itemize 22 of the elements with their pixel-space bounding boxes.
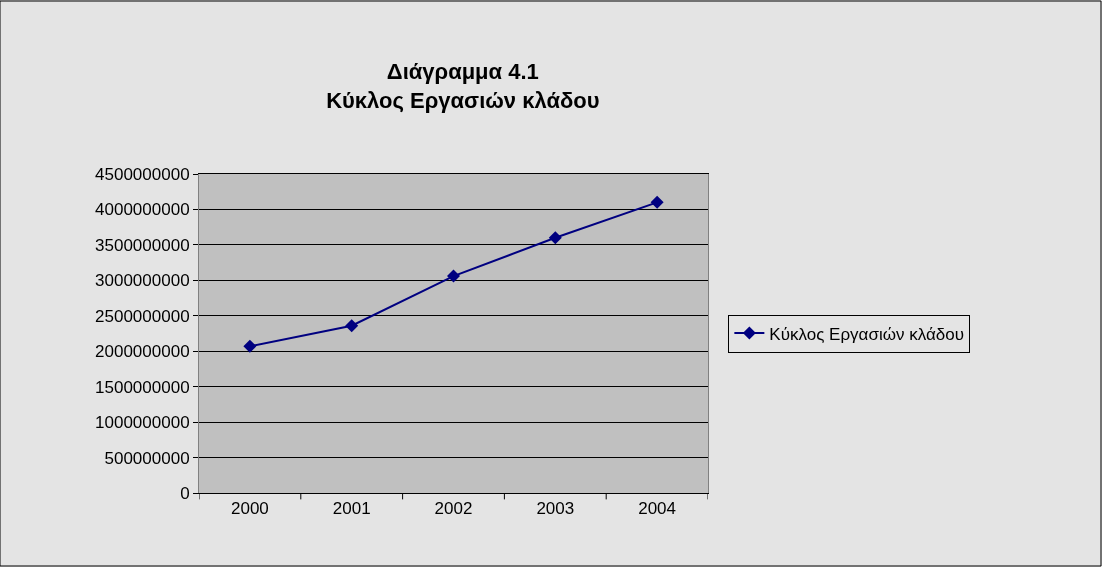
y-tick-label: 500000000 bbox=[104, 448, 190, 468]
y-tick-label: 1500000000 bbox=[95, 377, 190, 397]
x-tick-label: 2003 bbox=[536, 499, 575, 519]
legend-label: Κύκλος Εργασιών κλάδου bbox=[769, 324, 964, 344]
x-tick-label: 2000 bbox=[230, 499, 269, 519]
y-tick-label: 2500000000 bbox=[95, 306, 190, 326]
y-tick-label: 3500000000 bbox=[95, 235, 190, 255]
point bbox=[548, 231, 562, 245]
point bbox=[447, 269, 460, 283]
x-tick-label: 2002 bbox=[434, 499, 473, 519]
chart-title: Διάγραμμα 4.1 Κύκλος Εργασιών κλάδου bbox=[326, 59, 600, 113]
point bbox=[345, 319, 359, 333]
y-tick-label: 3000000000 bbox=[95, 271, 190, 291]
point bbox=[650, 195, 664, 209]
x-tick-label: 2004 bbox=[638, 499, 677, 519]
y-tick-label: 2000000000 bbox=[95, 342, 190, 362]
y-tick-label: 1000000000 bbox=[95, 413, 190, 433]
y-tick-label: 4000000000 bbox=[95, 200, 190, 220]
y-tick-label: 4500000000 bbox=[95, 164, 190, 184]
x-tick-label: 2001 bbox=[332, 499, 371, 519]
point bbox=[243, 339, 257, 353]
y-tick-label: 0 bbox=[180, 483, 190, 503]
